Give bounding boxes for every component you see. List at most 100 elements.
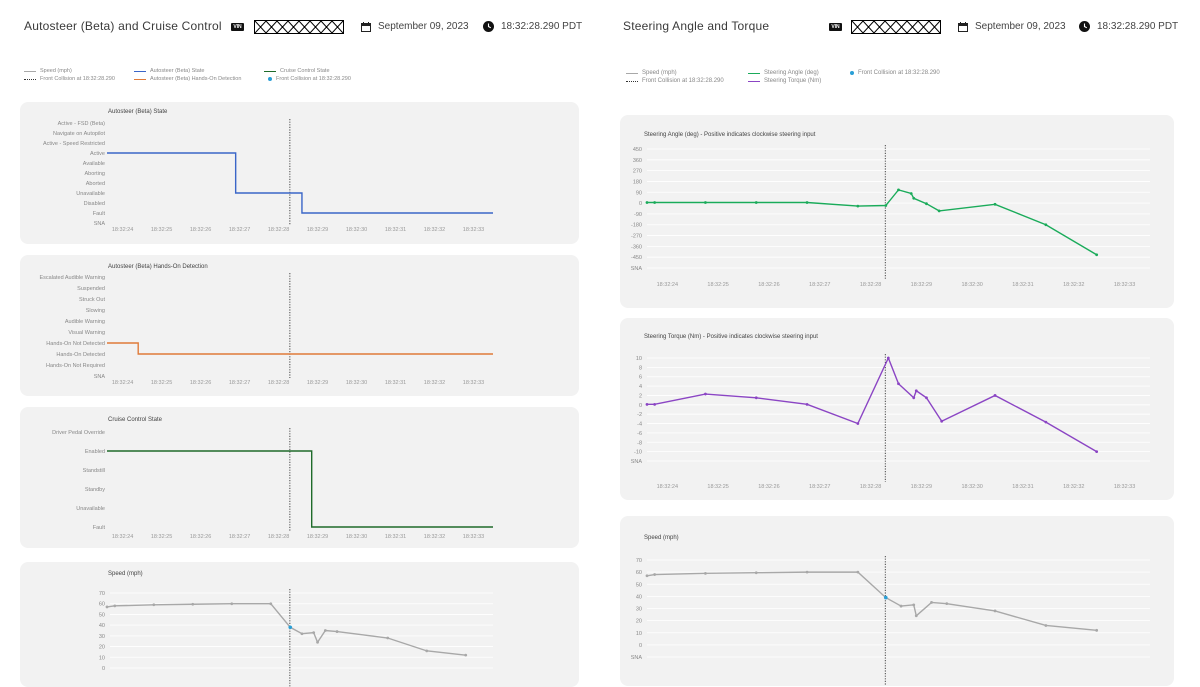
vin-redacted-box xyxy=(254,20,344,34)
data-point xyxy=(937,209,941,213)
y-tick-label: -2 xyxy=(637,412,642,418)
y-tick-label: 70 xyxy=(99,591,105,597)
steering-angle-card: Steering Angle (deg) - Positive indicate… xyxy=(620,115,1174,308)
data-point xyxy=(316,640,319,644)
y-tick-label: Audible Warning xyxy=(65,319,105,325)
data-point xyxy=(1044,223,1048,227)
x-tick-label: 18:32:26 xyxy=(758,282,779,288)
right-legend: Speed (mph) Front Collision at 18:32:28.… xyxy=(626,70,1166,90)
right-panel-title: Steering Angle and Torque xyxy=(623,19,770,33)
clock-icon xyxy=(1079,21,1090,32)
data-point xyxy=(152,603,156,607)
y-tick-label: Disabled xyxy=(84,201,105,207)
data-point xyxy=(105,605,109,609)
x-tick-label: 18:32:30 xyxy=(961,282,982,288)
data-point xyxy=(940,419,944,423)
data-point xyxy=(335,630,339,633)
y-tick-label: 20 xyxy=(99,645,105,651)
left-time: 18:32:28.290 PDT xyxy=(483,21,582,32)
chart-title: Autosteer (Beta) State xyxy=(108,109,168,115)
left-legend: Speed (mph) Front Collision at 18:32:28.… xyxy=(24,68,584,88)
y-tick-label: -6 xyxy=(637,431,642,437)
data-point xyxy=(914,614,918,618)
hands-on-chart: Autosteer (Beta) Hands-On DetectionEscal… xyxy=(39,264,493,386)
chart-title: Steering Angle (deg) - Positive indicate… xyxy=(644,132,816,138)
y-tick-label: Struck Out xyxy=(79,297,105,303)
x-tick-label: 18:32:30 xyxy=(346,534,367,540)
data-point xyxy=(704,201,707,204)
data-point xyxy=(645,201,649,204)
data-point xyxy=(754,201,758,204)
x-tick-label: 18:32:27 xyxy=(229,380,250,386)
data-point xyxy=(993,609,997,613)
data-point xyxy=(645,574,649,578)
legend-front-collision: Front Collision at 18:32:28.290 xyxy=(24,76,115,82)
y-tick-label: 10 xyxy=(636,356,642,362)
x-tick-label: 18:32:30 xyxy=(346,380,367,386)
y-tick-label: -8 xyxy=(637,440,642,446)
data-point xyxy=(323,629,327,632)
series-line xyxy=(107,342,493,355)
y-tick-label: 6 xyxy=(639,375,642,381)
chart-title: Autosteer (Beta) Hands-On Detection xyxy=(108,264,208,270)
x-tick-label: 18:32:33 xyxy=(1114,484,1135,490)
x-tick-label: 18:32:26 xyxy=(190,227,211,233)
x-tick-label: 18:32:31 xyxy=(385,534,406,540)
y-tick-label: Standby xyxy=(85,487,105,493)
legend-autosteer-state: Autosteer (Beta) State xyxy=(134,68,204,74)
data-point xyxy=(993,394,997,397)
legend-steering-torque: Steering Torque (Nm) xyxy=(748,78,821,84)
x-tick-label: 18:32:29 xyxy=(307,227,328,233)
data-point xyxy=(230,602,234,606)
y-tick-label: Unavailable xyxy=(76,191,105,197)
legend-hands-on: Autosteer (Beta) Hands-On Detection xyxy=(134,76,241,82)
data-point xyxy=(899,604,903,608)
legend-speed: Speed (mph) xyxy=(24,68,72,74)
y-tick-label: 70 xyxy=(636,558,642,564)
vin-redacted-box xyxy=(851,20,941,34)
data-point xyxy=(805,402,809,406)
y-tick-label: Escalated Audible Warning xyxy=(39,275,105,281)
data-point xyxy=(1095,450,1099,454)
x-tick-label: 18:32:28 xyxy=(268,380,289,386)
y-tick-label: 90 xyxy=(636,190,642,196)
redaction-pattern xyxy=(852,21,940,33)
data-point xyxy=(653,201,657,204)
y-tick-label: Fault xyxy=(93,525,106,531)
y-tick-label: -360 xyxy=(631,244,642,250)
y-tick-label: Active xyxy=(90,151,105,157)
y-tick-label: 270 xyxy=(633,169,642,175)
y-tick-label: 30 xyxy=(99,634,105,640)
y-tick-label: 0 xyxy=(639,201,642,207)
x-tick-label: 18:32:25 xyxy=(151,534,172,540)
right-date-text: September 09, 2023 xyxy=(975,21,1066,32)
data-point xyxy=(914,389,918,393)
data-point xyxy=(113,604,117,608)
data-point xyxy=(805,201,809,204)
data-point xyxy=(925,396,928,400)
y-tick-label: 50 xyxy=(99,612,105,618)
x-tick-label: 18:32:26 xyxy=(190,534,211,540)
data-point xyxy=(1095,628,1099,632)
y-tick-label: -450 xyxy=(631,255,642,261)
x-tick-label: 18:32:25 xyxy=(151,380,172,386)
left-speed-card: Speed (mph) 70 60 50 40 30 20 10 0 xyxy=(20,562,579,687)
series-line xyxy=(107,152,493,214)
collision-point xyxy=(883,595,888,600)
chart-title: Steering Torque (Nm) - Positive indicate… xyxy=(644,334,818,340)
x-tick-label: 18:32:26 xyxy=(190,380,211,386)
right-time: 18:32:28.290 PDT xyxy=(1079,21,1178,32)
data-point xyxy=(704,571,707,575)
data-point xyxy=(912,396,916,400)
x-tick-label: 18:32:32 xyxy=(424,227,445,233)
data-point xyxy=(386,636,390,640)
chart-title: Speed (mph) xyxy=(644,535,679,541)
y-tick-label: Hands-On Not Required xyxy=(46,363,105,369)
y-tick-label: Hands-On Not Detected xyxy=(46,341,105,347)
y-tick-label: 60 xyxy=(99,602,105,608)
x-tick-label: 18:32:28 xyxy=(268,534,289,540)
data-point xyxy=(312,631,316,635)
data-point xyxy=(653,573,657,576)
left-date-text: September 09, 2023 xyxy=(378,21,469,32)
y-tick-label: 20 xyxy=(636,619,642,625)
